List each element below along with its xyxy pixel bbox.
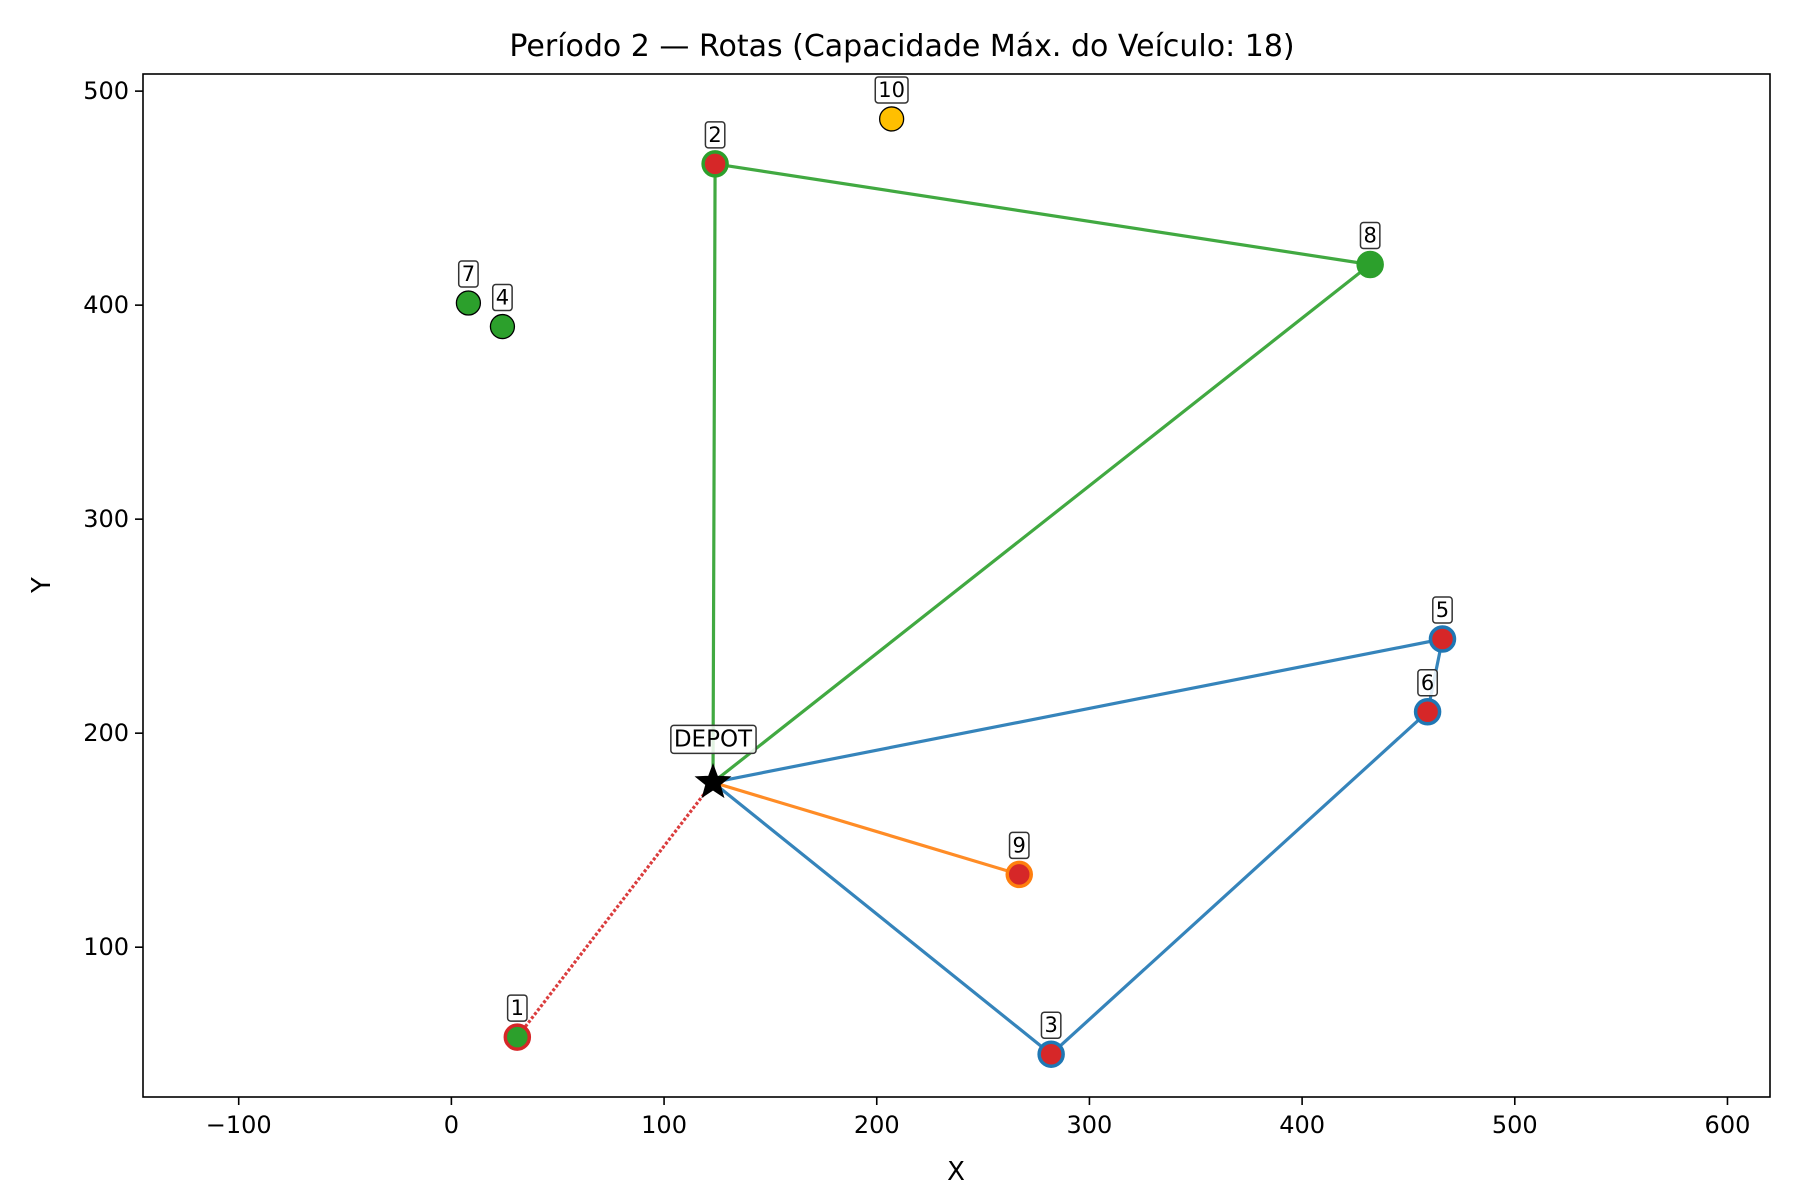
depot-label-text: DEPOT (674, 726, 753, 752)
x-tick-label: 100 (641, 1111, 687, 1139)
node-label-box (1359, 221, 1381, 250)
plot-frame (142, 73, 1771, 1098)
customer-node (1005, 860, 1033, 889)
node-label-box (1417, 669, 1439, 697)
node-label-text: 7 (462, 262, 475, 286)
x-axis: −100 0 100 200 300 400 500 600 (206, 1097, 1751, 1139)
node-label-box (491, 283, 513, 312)
customer-node (878, 106, 905, 132)
x-tick-label: 500 (1492, 1111, 1538, 1139)
plot-area: 1 2 3 4 5 6 7 8 9 10 DEPOT (455, 76, 1457, 1068)
y-tick-label: 100 (83, 933, 129, 961)
node-label-box (1432, 596, 1453, 624)
node-label-box (874, 76, 909, 104)
route-line (712, 780, 1020, 876)
y-tick-label: 200 (83, 719, 129, 747)
depot-label-box (670, 724, 757, 755)
chart-title: Período 2 — Rotas (Capacidade Máx. do Ve… (509, 29, 1294, 64)
x-tick-label: −100 (206, 1111, 272, 1139)
depot-star (694, 762, 732, 799)
node-label-text: 5 (1436, 598, 1449, 622)
node-label: 7 (457, 260, 479, 288)
depot-label: DEPOT (670, 724, 757, 755)
y-tick-label: 500 (83, 77, 129, 105)
y-axis: 100 200 300 400 500 (83, 77, 143, 961)
x-axis-label: X (947, 1157, 965, 1187)
node-label-box (457, 260, 479, 288)
node-label: 2 (704, 121, 726, 149)
node-label-text: 1 (511, 996, 524, 1020)
x-tick-label: 400 (1279, 1111, 1325, 1139)
node-label-box (704, 121, 726, 149)
node-label-text: 3 (1044, 1013, 1057, 1037)
customer-node (1428, 625, 1457, 653)
node-label: 9 (1008, 831, 1030, 860)
customer-node (1037, 1040, 1065, 1068)
node-label-box (1008, 831, 1030, 860)
y-axis-label: Y (27, 577, 57, 594)
y-tick-label: 300 (83, 505, 129, 533)
node-label-box (506, 994, 528, 1022)
node-label: 5 (1432, 596, 1453, 624)
route-line (711, 162, 1372, 784)
node-label-text: 10 (878, 78, 905, 102)
node-label: 8 (1359, 221, 1381, 250)
node-label-text: 4 (496, 286, 509, 310)
node-label: 1 (506, 994, 528, 1022)
customer-node (701, 150, 729, 178)
node-label: 10 (874, 76, 909, 104)
node-label-text: 2 (708, 123, 721, 147)
node-label: 3 (1040, 1011, 1062, 1039)
x-tick-label: 300 (1067, 1111, 1113, 1139)
customer-node (503, 1023, 532, 1051)
y-tick-label: 400 (83, 291, 129, 319)
node-label-text: 6 (1421, 671, 1434, 695)
node-label: 6 (1417, 669, 1439, 697)
route-line (516, 781, 715, 1039)
customer-node (455, 290, 482, 316)
x-tick-label: 600 (1705, 1111, 1751, 1139)
node-label: 4 (491, 283, 513, 312)
route-line (711, 637, 1445, 1056)
customer-node (489, 313, 516, 340)
node-label-box (1040, 1011, 1062, 1039)
x-tick-label: 200 (854, 1111, 900, 1139)
customer-node (1413, 698, 1442, 726)
node-label-text: 9 (1013, 833, 1026, 857)
customer-node (1356, 250, 1384, 279)
x-tick-label: 0 (444, 1111, 459, 1139)
node-label-text: 8 (1363, 223, 1376, 247)
